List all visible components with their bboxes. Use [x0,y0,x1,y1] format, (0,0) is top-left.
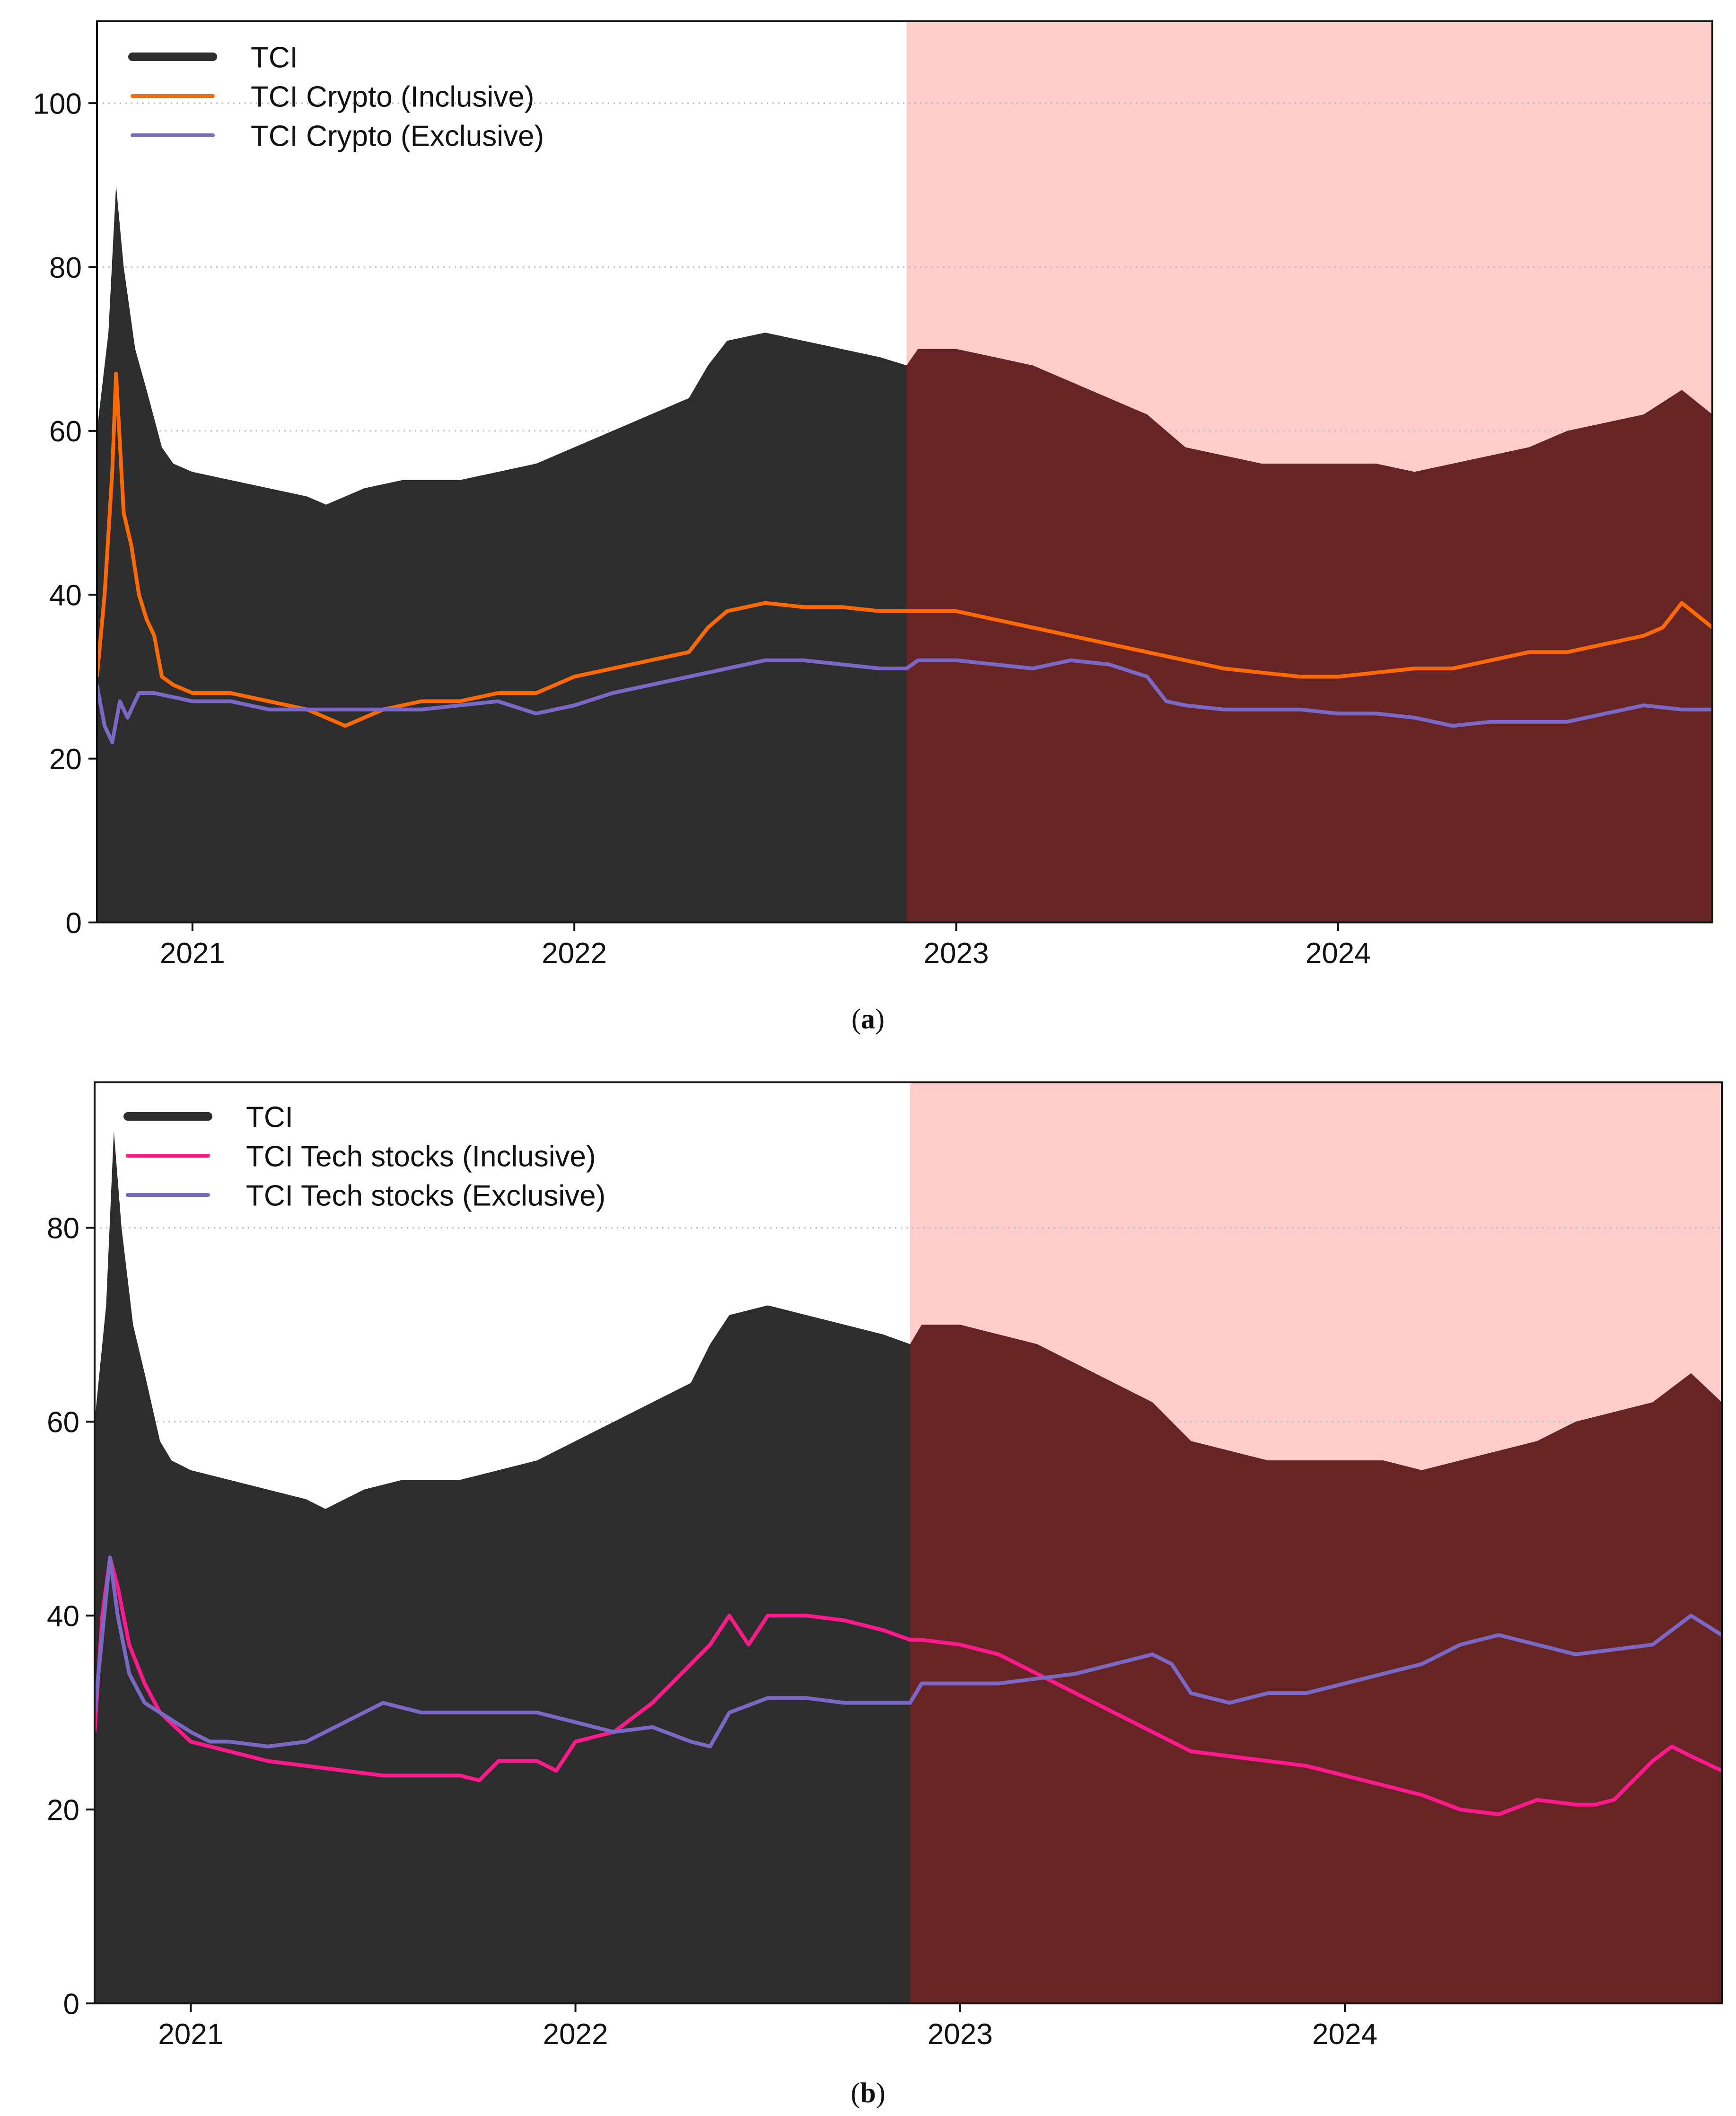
legend-label: TCI Tech stocks (Inclusive) [246,1140,596,1173]
chart-panel-a: 0 20 40 60 80 100 2021 2022 2023 2024 TCI TCI Crypt… [33,20,1713,970]
x-tick-label: 2023 [924,937,989,970]
legend: TCI TCI Crypto (Inclusive) TCI Crypto (Exc… [128,41,544,152]
x-tick-label: 2024 [1306,937,1371,970]
plot-area [95,1082,1722,2003]
y-tick-label: 80 [47,1212,79,1245]
axes-frame [94,1081,1723,2004]
y-tick-label: 0 [63,1988,79,2020]
legend-label: TCI Crypto (Inclusive) [251,80,534,113]
y-tick-label: 60 [49,415,82,448]
legend-label: TCI Crypto (Exclusive) [251,120,544,152]
caption-b: (b) [850,2077,886,2108]
y-tick-label: 0 [66,907,82,939]
y-tick-label: 80 [49,252,82,284]
y-tick-label: 40 [49,579,82,612]
x-tick-label: 2022 [542,937,607,970]
axes-frame [96,20,1713,923]
y-tick-label: 20 [47,1794,79,1826]
chart-panel-b: 0 20 40 60 80 2021 2022 2023 2024 TCI TCI Tech sto… [47,1081,1723,2051]
x-tick-label: 2023 [928,2018,993,2051]
legend-label: TCI Tech stocks (Exclusive) [246,1179,605,1212]
legend-label: TCI [251,41,298,74]
series-line-2 [95,1555,1722,1748]
y-tick-label: 100 [33,88,82,121]
caption-a: (a) [851,1003,885,1035]
y-tick-label: 60 [47,1406,79,1439]
x-tick-label: 2022 [543,2018,608,2051]
y-tick-label: 20 [49,743,82,776]
x-tick-label: 2024 [1312,2018,1377,2051]
legend-label: TCI [246,1101,293,1133]
y-tick-label: 40 [47,1600,79,1633]
x-tick-label: 2021 [160,937,225,970]
series-line-1 [97,371,1712,728]
series-line-1 [95,1555,1722,1817]
plot-area [97,21,1712,922]
series-line-2 [97,658,1712,744]
legend: TCI TCI Tech stocks (Inclusive) TCI Tech s… [123,1101,605,1212]
x-tick-label: 2021 [158,2018,223,2051]
